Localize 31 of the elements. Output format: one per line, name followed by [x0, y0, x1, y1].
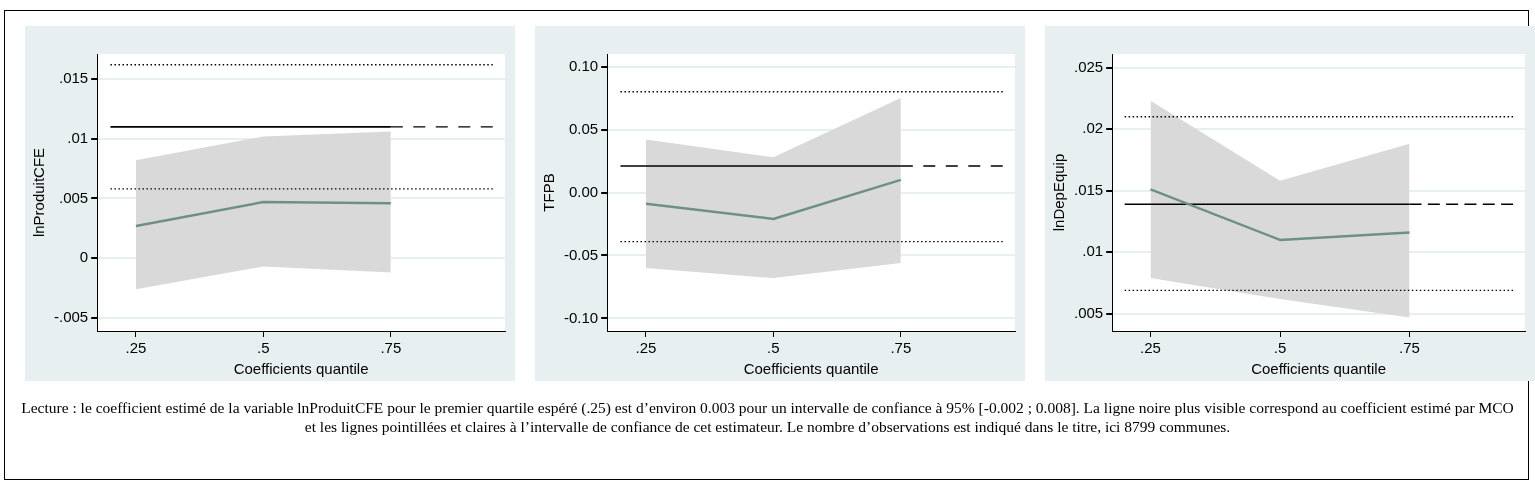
- y-axis-title: lnProduitCFE: [30, 147, 48, 238]
- y-tick-label: .01: [1082, 242, 1104, 260]
- y-tick-label: .015: [1073, 180, 1104, 198]
- x-axis-title: Coefficients quantile: [1251, 360, 1386, 378]
- y-axis-title: lnDepEquip: [1050, 153, 1068, 232]
- y-tick-label: .005: [58, 188, 89, 206]
- x-tick-label: .75: [380, 339, 402, 357]
- y-tick-label: .025: [1073, 57, 1104, 75]
- y-axis-title: TFPB: [540, 173, 558, 212]
- y-tick-label: .005: [1073, 303, 1104, 321]
- y-tick-label: -0.05: [563, 245, 599, 263]
- x-tick-label: .5: [257, 339, 270, 357]
- x-tick-label: .25: [1140, 339, 1161, 357]
- text: Lecture : le coefficient estimé de la variable lnProduitCFE pour le premier quartile espéré (.25) est d’environ 0.003 pour un intervalle de confiance à 95% [-0.002 ; 0.008]. La ligne noire plus visible correspond au coefficient estimé par MCO et les lignes pointillées et claires à l’intervalle de confiance de cet estimateur. Le nombre d’observations est indiqué dans le titre, ici 8799 communes.: [20, 398, 1515, 436]
- y-tick-label: .015: [58, 69, 89, 87]
- x-tick-label: .5: [767, 339, 780, 357]
- y-tick-label: 0.05: [568, 119, 599, 137]
- y-tick-label: .02: [1082, 119, 1104, 137]
- y-tick-label: 0.10: [568, 56, 599, 74]
- y-tick-label: -.005: [53, 308, 89, 326]
- x-axis-title: Coefficients quantile: [233, 360, 369, 378]
- x-tick-label: .25: [635, 339, 657, 357]
- x-tick-label: .75: [1399, 339, 1420, 357]
- y-tick-label: 0.00: [568, 182, 599, 200]
- x-axis-title: Coefficients quantile: [743, 360, 879, 378]
- x-tick-label: .75: [890, 339, 912, 357]
- y-tick-label: -0.10: [563, 308, 599, 326]
- x-tick-label: .25: [125, 339, 147, 357]
- y-tick-label: .01: [67, 128, 89, 146]
- y-tick-label: 0: [79, 248, 89, 266]
- x-tick-label: .5: [1273, 339, 1287, 357]
